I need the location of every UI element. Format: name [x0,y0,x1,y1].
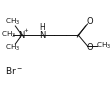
Text: N: N [39,30,45,39]
Text: O: O [86,17,93,26]
Text: $\mathsf{CH_3}$: $\mathsf{CH_3}$ [5,43,20,53]
Text: $\mathsf{CH_3}$: $\mathsf{CH_3}$ [96,41,111,51]
Text: +: + [23,27,28,32]
Text: $\mathsf{CH_3}$: $\mathsf{CH_3}$ [5,17,20,27]
Text: $\mathsf{CH_3}$: $\mathsf{CH_3}$ [1,30,17,40]
Text: O: O [86,43,93,53]
Text: $\mathsf{Br^-}$: $\mathsf{Br^-}$ [5,65,23,76]
Text: N: N [19,30,25,39]
Text: H: H [39,22,45,31]
